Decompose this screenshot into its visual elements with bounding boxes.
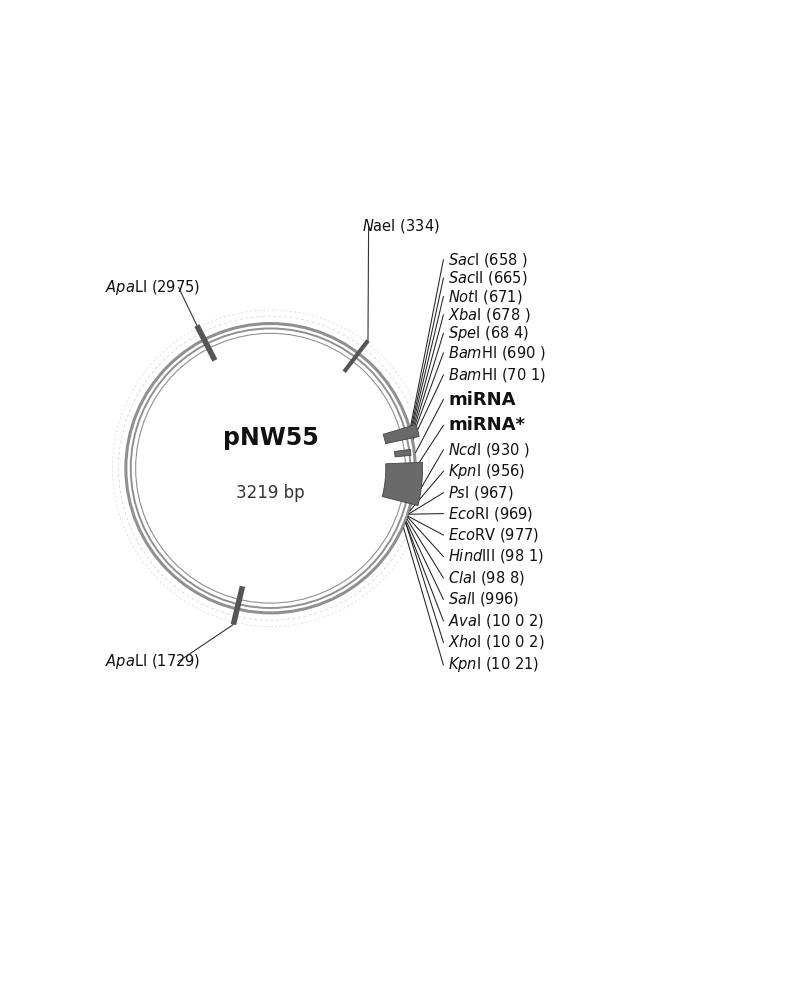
Text: $\it{Bam}$HI (70 1): $\it{Bam}$HI (70 1) — [448, 366, 546, 384]
Text: $\it{Ncd}$I (930 ): $\it{Ncd}$I (930 ) — [448, 441, 530, 459]
Text: $\it{Sal}$I (996): $\it{Sal}$I (996) — [448, 590, 520, 608]
Text: $\it{N}$aeI (334): $\it{N}$aeI (334) — [362, 217, 441, 235]
Polygon shape — [383, 424, 419, 444]
Text: miRNA*: miRNA* — [448, 416, 525, 434]
Text: $\it{Kpn}$I (956): $\it{Kpn}$I (956) — [448, 462, 525, 481]
Text: $\it{Xho}$I (10 0 2): $\it{Xho}$I (10 0 2) — [448, 633, 545, 651]
Polygon shape — [395, 449, 411, 457]
Text: $\it{Kpn}$I (10 21): $\it{Kpn}$I (10 21) — [448, 655, 539, 674]
Text: $\it{Cla}$I (98 8): $\it{Cla}$I (98 8) — [448, 569, 525, 587]
Text: $\it{Eco}$RV (977): $\it{Eco}$RV (977) — [448, 526, 539, 544]
Text: $\it{Apa}$LI (2975): $\it{Apa}$LI (2975) — [105, 278, 200, 297]
Text: $\it{Xba}$I (678 ): $\it{Xba}$I (678 ) — [448, 306, 531, 324]
Text: $\it{Sac}$II (665): $\it{Sac}$II (665) — [448, 269, 528, 287]
Text: $\it{Apa}$LI (1729): $\it{Apa}$LI (1729) — [105, 652, 200, 671]
Text: $\it{Not}$I (671): $\it{Not}$I (671) — [448, 288, 523, 306]
Text: miRNA: miRNA — [448, 391, 516, 409]
Text: $\it{Ava}$I (10 0 2): $\it{Ava}$I (10 0 2) — [448, 612, 544, 630]
Text: $\it{Ps}$I (967): $\it{Ps}$I (967) — [448, 484, 513, 502]
Text: pNW55: pNW55 — [222, 426, 319, 450]
Text: $\it{Hind}$III (98 1): $\it{Hind}$III (98 1) — [448, 547, 544, 565]
Text: 3219 bp: 3219 bp — [237, 484, 305, 502]
Text: $\it{Bam}$HI (690 ): $\it{Bam}$HI (690 ) — [448, 344, 546, 362]
Text: $\it{Sac}$I (658 ): $\it{Sac}$I (658 ) — [448, 251, 528, 269]
Polygon shape — [382, 462, 422, 506]
Text: $\it{Eco}$RI (969): $\it{Eco}$RI (969) — [448, 505, 534, 523]
Text: $\it{Spe}$I (68 4): $\it{Spe}$I (68 4) — [448, 324, 529, 343]
